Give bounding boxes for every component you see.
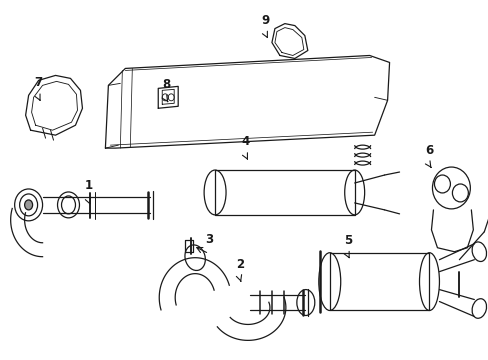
Text: 7: 7 <box>35 76 42 89</box>
Text: 5: 5 <box>343 234 351 247</box>
Text: 2: 2 <box>236 258 244 271</box>
Ellipse shape <box>24 200 33 210</box>
Text: 4: 4 <box>242 135 249 148</box>
Text: 8: 8 <box>162 78 170 91</box>
Text: 9: 9 <box>261 14 269 27</box>
Text: 6: 6 <box>425 144 433 157</box>
Text: 1: 1 <box>84 179 92 192</box>
Text: 3: 3 <box>204 233 213 246</box>
